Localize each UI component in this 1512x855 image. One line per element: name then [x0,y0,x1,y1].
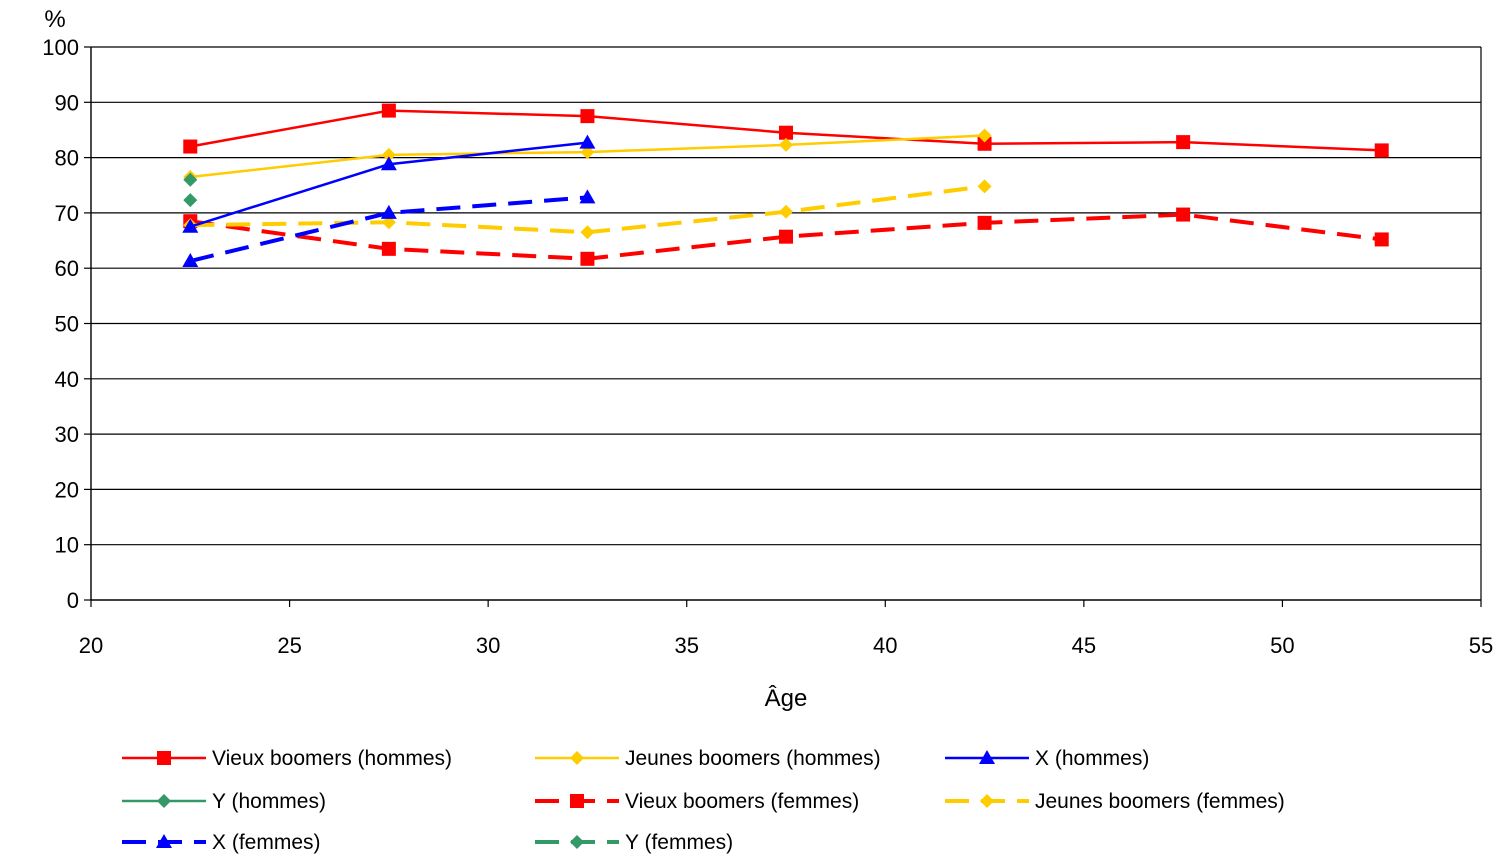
y-tick-label: 80 [55,146,79,171]
axes: 0 10 20 30 40 50 60 70 80 90 100 20 25 30 35 40 45 50 55 [42,35,1493,658]
data-point [580,109,595,124]
legend-label: Vieux boomers (femmes) [625,790,859,813]
legend-item: X (femmes) [122,831,321,854]
legend-label: Jeunes boomers (femmes) [1035,790,1285,813]
legend-item: Jeunes boomers (hommes) [535,747,881,770]
legend-label: Y (femmes) [625,831,733,854]
x-tick-label: 20 [79,633,103,658]
series-2 [182,134,596,233]
legend-label: Vieux boomers (hommes) [212,747,452,770]
legend-label: Jeunes boomers (hommes) [625,747,881,770]
legend-item: X (hommes) [945,747,1149,770]
data-point [380,204,397,219]
legend-item: Vieux boomers (hommes) [122,747,452,770]
y-tick-label: 30 [55,422,79,447]
legend-marker [979,750,995,764]
legend-label: X (hommes) [1035,747,1149,770]
y-tick-label: 100 [42,35,79,60]
data-point [779,204,793,219]
series-0 [183,103,1389,158]
y-tick-label: 40 [55,367,79,392]
series-1 [183,128,992,184]
x-tick-label: 35 [674,633,698,658]
legend-marker [570,751,584,765]
data-point [779,125,793,140]
legend-marker [157,751,171,765]
x-tick-label: 55 [1469,633,1493,658]
series-6 [182,189,596,268]
x-tick-label: 25 [277,633,301,658]
legend-marker [157,794,171,808]
x-axis-title: Âge [765,685,808,712]
legend-marker [980,794,994,808]
series-7 [183,193,198,208]
data-point [579,189,596,204]
x-tick-label: 50 [1270,633,1294,658]
data-point [977,136,992,151]
legend-item: Y (femmes) [535,831,733,854]
data-point [183,193,198,208]
legend-item: Vieux boomers (femmes) [535,790,859,813]
series-5 [183,179,992,240]
data-point [1374,143,1389,158]
legend-marker [570,835,584,849]
y-tick-label: 50 [55,312,79,337]
legend-label: X (femmes) [212,831,321,854]
legend-marker [156,834,172,848]
data-point [779,229,793,244]
legend-item: Y (hommes) [122,790,326,813]
data-point [579,134,596,149]
data-point [183,172,198,187]
data-point [977,179,992,194]
x-tick-label: 30 [476,633,500,658]
data-point [381,147,396,162]
y-tick-label: 20 [55,477,79,502]
data-point [1176,207,1191,222]
legend-item: Jeunes boomers (femmes) [945,790,1285,813]
data-point [1176,135,1191,150]
data-point [977,215,992,230]
data-point [1374,232,1389,247]
series-line [189,195,588,263]
data-point [580,225,595,240]
data-point [182,218,199,233]
data-point [977,128,992,143]
series-lines [182,103,1389,268]
data-point [381,241,396,256]
legend: Vieux boomers (hommes) Jeunes boomers (ho… [122,747,1285,854]
y-tick-label: 10 [55,533,79,558]
x-tick-label: 45 [1072,633,1096,658]
data-point [183,139,198,154]
data-point [182,253,199,268]
data-point [779,137,793,152]
y-tick-label: 70 [55,201,79,226]
data-point [580,251,595,266]
series-3 [183,172,198,187]
y-tick-label: 60 [55,256,79,281]
legend-label: Y (hommes) [212,790,326,813]
data-point [380,156,397,171]
y-axis-title: % [44,6,65,33]
data-point [381,103,396,118]
y-tick-label: 90 [55,90,79,115]
gridlines [91,46,1481,546]
legend-marker [570,794,584,808]
series-4 [183,207,1389,266]
y-tick-label: 0 [67,588,79,613]
x-tick-label: 40 [873,633,897,658]
